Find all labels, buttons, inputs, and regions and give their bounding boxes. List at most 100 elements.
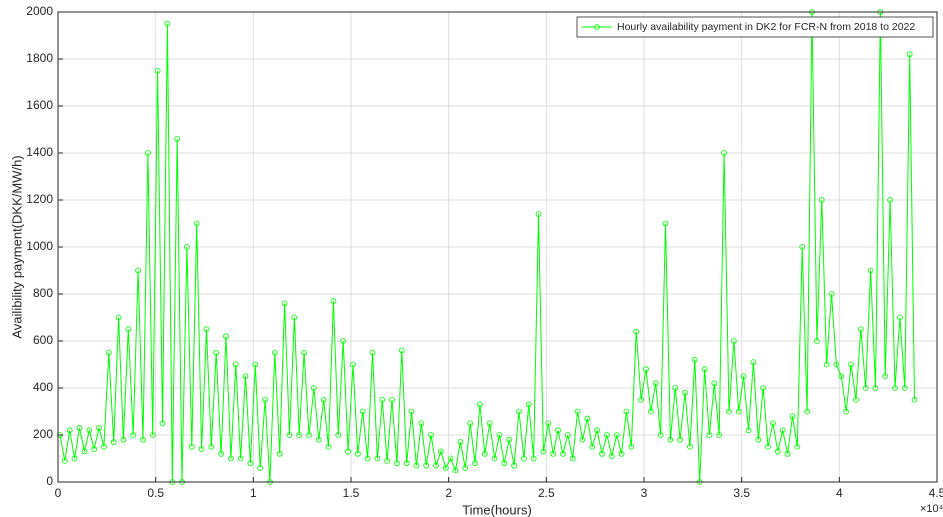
legend-marker	[594, 24, 600, 30]
y-tick-label: 400	[33, 380, 53, 394]
series-marker	[662, 220, 669, 227]
series-marker	[330, 298, 337, 304]
x-tick-label: 0.5	[147, 486, 164, 500]
series-marker	[232, 361, 239, 368]
series-marker	[135, 267, 141, 274]
series-marker	[833, 361, 840, 368]
series-marker	[594, 427, 601, 434]
series-marker	[301, 349, 308, 356]
series-marker	[467, 420, 474, 427]
series-marker	[413, 462, 420, 469]
series-marker	[520, 455, 527, 462]
series-marker	[130, 432, 137, 438]
series-marker	[813, 338, 820, 344]
series-marker	[271, 349, 278, 356]
series-marker	[223, 333, 229, 340]
y-tick-label: 1200	[26, 192, 53, 206]
series-marker	[281, 300, 288, 307]
series-marker	[579, 436, 586, 443]
x-tick-label: 3	[641, 486, 648, 500]
series-marker	[901, 385, 908, 391]
series-marker	[735, 408, 742, 415]
series-marker	[364, 455, 371, 462]
series-marker	[320, 396, 327, 403]
series-marker	[262, 396, 268, 403]
series-marker	[423, 462, 430, 469]
series-marker	[750, 359, 757, 366]
series-marker	[804, 408, 811, 415]
series-marker	[452, 467, 459, 474]
series-marker	[394, 460, 400, 467]
series-marker	[701, 366, 708, 373]
series-marker	[638, 396, 644, 403]
series-marker	[569, 455, 576, 462]
x-tick-label: 3.5	[733, 486, 750, 500]
series-marker	[174, 135, 181, 142]
series-marker	[96, 425, 102, 431]
series-marker	[760, 385, 767, 391]
series-marker	[740, 373, 747, 380]
ticks: 0 0.5 1 1.5 2 2.5 3 3.5 4 4.5 0 200 400 600 800 1000 120…	[26, 4, 943, 500]
series-marker	[350, 361, 356, 368]
series-marker	[491, 455, 498, 462]
series-marker	[213, 349, 220, 356]
series-marker	[125, 326, 132, 333]
series-marker	[252, 361, 259, 368]
series-marker	[608, 453, 615, 460]
series-marker	[184, 244, 190, 250]
series-marker	[286, 432, 293, 438]
series-marker	[61, 457, 68, 464]
series-marker	[91, 446, 98, 453]
series-marker	[511, 462, 518, 469]
series-marker	[149, 432, 156, 438]
series-marker	[525, 401, 532, 408]
series-marker	[105, 349, 112, 356]
y-tick-label: 2000	[26, 4, 53, 18]
series-marker	[315, 436, 322, 443]
plot	[57, 9, 918, 485]
y-tick-label: 0	[46, 474, 53, 488]
series-marker	[774, 448, 781, 455]
series-marker	[140, 436, 146, 443]
series-marker	[628, 443, 635, 450]
series-marker	[643, 366, 649, 373]
series-marker	[110, 439, 117, 445]
series-marker	[144, 150, 151, 156]
series-marker	[276, 450, 283, 457]
series-marker	[618, 450, 625, 457]
series-marker	[672, 385, 679, 391]
series-marker	[726, 408, 732, 415]
series-marker	[379, 396, 386, 403]
series-marker	[882, 373, 889, 380]
series-marker	[433, 462, 439, 469]
series-marker	[613, 432, 620, 438]
series-marker	[716, 432, 723, 438]
series-marker	[794, 443, 801, 450]
x-tick-label: 0	[55, 486, 62, 500]
series-marker	[730, 338, 737, 344]
series-marker	[437, 448, 444, 455]
series-marker	[472, 460, 478, 467]
series-marker	[310, 385, 317, 391]
series-marker	[682, 389, 688, 396]
series-marker	[896, 314, 903, 321]
series-marker	[115, 314, 122, 321]
series-marker	[403, 460, 410, 467]
series-marker	[545, 420, 552, 427]
series-marker	[765, 443, 771, 450]
series-marker	[101, 443, 107, 450]
y-axis-label: Availibility payment(DKK/MW/h)	[9, 155, 24, 338]
series-marker	[828, 291, 835, 297]
series-marker	[296, 432, 303, 438]
series-marker	[76, 425, 83, 431]
series-marker	[447, 455, 454, 462]
series-marker	[198, 446, 205, 453]
series-marker	[384, 457, 391, 464]
series-marker	[486, 420, 493, 427]
x-tick-label: 4	[836, 486, 843, 500]
series-marker	[154, 67, 161, 74]
series-marker	[66, 427, 73, 434]
y-tick-label: 600	[33, 333, 53, 347]
series-marker	[540, 448, 547, 455]
